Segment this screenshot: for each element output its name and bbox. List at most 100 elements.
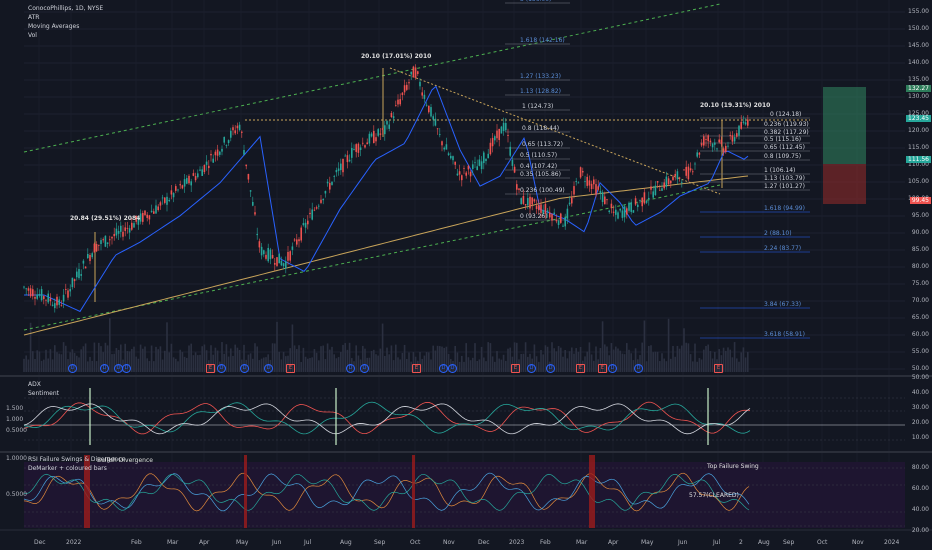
event-marker: D [439, 364, 448, 373]
volume-bar [280, 359, 283, 372]
candle-body [159, 202, 162, 206]
candle-body [467, 165, 470, 170]
candle-body [630, 202, 632, 212]
adx-axis-left: 1.500 [6, 405, 24, 412]
candle-body [186, 178, 188, 184]
candle-body [564, 217, 566, 227]
annotation-left: 20.84 (29.51%) 2084 [70, 215, 141, 222]
price-axis-label: 150.00 [908, 25, 929, 32]
volume-bar [175, 358, 177, 372]
candle-body [659, 189, 661, 191]
adx-series-2 [23, 403, 751, 435]
candle-body [703, 136, 705, 146]
candle-body [166, 196, 168, 205]
candle-body [271, 255, 274, 259]
volume-bar [230, 348, 232, 372]
candle-body [348, 159, 351, 162]
x-axis-label: Dec [478, 539, 490, 546]
candle-body [87, 253, 89, 258]
volume-bar [423, 355, 426, 372]
candle-body [667, 178, 670, 185]
x-axis-label: Oct [817, 539, 828, 546]
candle-body [175, 186, 177, 191]
candle-body [76, 271, 78, 278]
ma-200-line [23, 175, 749, 336]
candle-body [527, 198, 529, 206]
volume-bar [76, 355, 78, 372]
volume-bar [478, 359, 481, 372]
candle-body [736, 133, 738, 137]
candle-body [610, 203, 613, 209]
rsi-series-1 [23, 472, 750, 512]
volume-bar [498, 358, 500, 372]
vol-label[interactable]: Vol [28, 32, 37, 39]
candle-body [98, 244, 100, 246]
fib-left-label: 0.4 (107.42) [520, 163, 558, 170]
candle-body [555, 220, 558, 222]
volume-bar [716, 359, 718, 372]
volume-bar [553, 348, 555, 372]
volume-bar [302, 347, 305, 372]
candle-body [384, 125, 386, 135]
candle-body [331, 181, 333, 185]
candle-body [78, 269, 80, 279]
adx-label[interactable]: ADX [28, 381, 41, 388]
fib-left-label: 0.5 (110.57) [520, 152, 558, 159]
symbol-title[interactable]: ConocoPhillips, 1D, NYSE [28, 5, 104, 12]
fib-right-label: 1.27 (101.27) [764, 183, 805, 190]
candle-body [522, 196, 525, 204]
candle-body [199, 169, 201, 171]
candle-body [362, 142, 364, 144]
candle-body [139, 213, 142, 222]
candle-body [307, 220, 309, 225]
x-axis-label: Mar [576, 539, 588, 546]
demarker-label[interactable]: DeMarker + coloured bars [28, 465, 107, 472]
volume-bar [586, 351, 588, 372]
volume-bar [639, 355, 641, 372]
volume-bar [89, 356, 91, 372]
volume-bar [236, 347, 239, 372]
volume-bar [263, 357, 265, 372]
atr-label[interactable]: ATR [28, 14, 40, 21]
volume-bar [155, 346, 157, 372]
volume-bar [249, 353, 252, 372]
price-axis-label: 65.00 [911, 314, 929, 321]
candle-body [535, 205, 538, 210]
volume-bar [643, 320, 646, 372]
volume-bar [610, 343, 613, 372]
volume-bar [443, 347, 445, 372]
volume-bar [45, 349, 47, 372]
volume-bar [505, 360, 507, 372]
volume-bar [186, 357, 188, 372]
rsi-label[interactable]: RSI Failure Swings & Divergence [28, 456, 126, 463]
ma-label[interactable]: Moving Averages [28, 23, 80, 30]
candle-body [67, 290, 69, 298]
candle-body [241, 131, 243, 133]
x-axis-label: 2024 [884, 539, 900, 546]
candle-body [247, 173, 250, 180]
volume-bar [379, 348, 382, 372]
candle-body [443, 147, 445, 150]
candle-body [153, 211, 155, 214]
volume-bar [606, 346, 608, 372]
candle-body [298, 239, 300, 242]
candle-body [652, 191, 654, 198]
volume-bar [720, 355, 723, 372]
sentiment-label[interactable]: Sentiment [28, 390, 60, 397]
candle-body [256, 233, 258, 236]
volume-bar [296, 349, 298, 372]
candle-body [641, 197, 643, 207]
candle-body [40, 289, 43, 301]
rsi-axis-right: 20.00 [911, 527, 929, 534]
volume-bar [40, 360, 43, 372]
volume-bar [648, 345, 650, 372]
candle-body [216, 149, 219, 156]
candle-body [601, 192, 604, 202]
volume-bar [357, 355, 360, 372]
fib-left-label: 0 (93.26) [520, 213, 548, 220]
volume-bar [197, 355, 199, 372]
annotation-right: 20.10 (19.31%) 2010 [700, 102, 771, 109]
rsi-signal-bar [589, 455, 595, 528]
candle-body [157, 206, 159, 211]
